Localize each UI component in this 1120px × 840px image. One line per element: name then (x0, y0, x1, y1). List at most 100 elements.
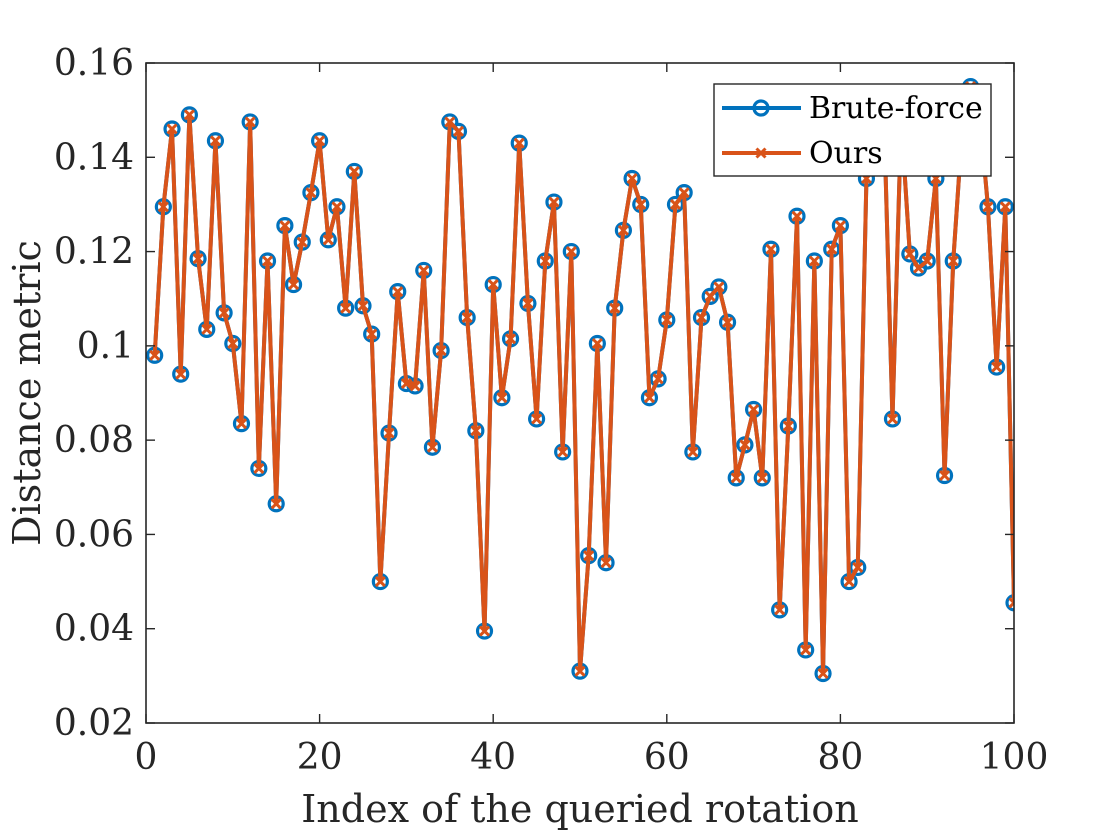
data-point (808, 255, 820, 267)
data-point (279, 220, 291, 232)
data-point (991, 361, 1003, 373)
data-point (513, 137, 525, 149)
data-point (782, 420, 794, 432)
data-point (548, 196, 560, 208)
data-point (626, 172, 638, 185)
data-point (166, 123, 178, 135)
data-point (287, 279, 300, 291)
data-point (817, 667, 829, 680)
data-point (487, 279, 499, 291)
data-point (938, 469, 951, 482)
x-axis-label: Index of the queried rotation (301, 787, 858, 831)
data-point (444, 116, 456, 128)
data-point (1005, 594, 1014, 612)
data-point (921, 255, 933, 267)
data-point (574, 665, 586, 677)
x-tick-label: 100 (980, 737, 1049, 778)
data-point (600, 557, 612, 569)
x-tick-label: 60 (644, 737, 690, 778)
data-point (244, 116, 256, 128)
y-tick-label: 0.1 (77, 326, 134, 367)
data-point (999, 201, 1011, 213)
data-point (539, 255, 551, 267)
x-tick-label: 20 (297, 737, 343, 778)
data-point (756, 472, 768, 484)
plot-area-frame (145, 62, 1015, 724)
data-point (348, 165, 360, 177)
y-tick-label: 0.12 (54, 232, 134, 273)
data-point (652, 373, 664, 385)
data-point (504, 333, 517, 345)
y-tick-label: 0.16 (54, 43, 134, 84)
data-point (209, 135, 222, 147)
data-point (912, 262, 925, 274)
data-point (400, 378, 412, 390)
data-point (947, 255, 959, 267)
data-point (713, 281, 725, 293)
data-point (843, 576, 855, 588)
data-point (695, 312, 708, 324)
data-point (583, 550, 595, 562)
data-point (253, 462, 265, 474)
data-point (470, 425, 482, 437)
y-axis-label: Distance metric (5, 240, 49, 546)
series-layer (146, 77, 1014, 683)
data-point (461, 312, 473, 324)
y-tick-label: 0.04 (54, 609, 134, 650)
x-tick-label: 0 (135, 737, 158, 778)
data-point (270, 498, 282, 510)
data-point (409, 380, 421, 392)
data-point (669, 198, 682, 210)
data-point (687, 446, 699, 458)
legend-label: Brute-force (809, 91, 983, 126)
data-point (826, 243, 838, 255)
x-tick-label: 80 (817, 737, 863, 778)
data-point (478, 625, 491, 637)
data-point (852, 561, 864, 573)
data-point (565, 246, 577, 258)
data-point (305, 187, 317, 199)
data-point (261, 255, 274, 267)
y-tick-label: 0.14 (54, 137, 134, 178)
data-point (635, 198, 647, 210)
data-point (340, 302, 352, 314)
data-point (704, 290, 716, 302)
data-point (496, 392, 508, 404)
data-point (183, 109, 195, 121)
data-point (774, 604, 786, 616)
data-point (227, 337, 239, 350)
data-point (886, 413, 899, 425)
ticks-layer: 0 20 40 60 80 100 0.02 0.04 0.06 0.08 0.1 0.12 0.14 0… (54, 43, 1049, 778)
data-point (149, 349, 161, 361)
data-point (314, 135, 326, 147)
data-point (730, 472, 742, 484)
legend-box (713, 83, 992, 177)
data-point (452, 125, 465, 137)
data-point (765, 243, 777, 255)
data-point (374, 576, 386, 588)
data-point (791, 210, 803, 222)
data-point (392, 286, 404, 298)
data-point (531, 413, 543, 425)
data-point (331, 201, 343, 213)
data-point (904, 248, 916, 260)
data-point (834, 220, 846, 232)
data-point (296, 236, 308, 248)
y-tick-label: 0.02 (54, 703, 134, 744)
y-tick-label: 0.08 (54, 420, 134, 461)
data-point (557, 446, 569, 458)
data-point (357, 300, 369, 312)
data-point (982, 201, 994, 213)
data-point (201, 323, 213, 335)
data-point (192, 253, 204, 265)
x-tick-label: 40 (470, 737, 516, 778)
data-point (609, 302, 621, 314)
data-point (426, 441, 439, 453)
data-point (748, 403, 760, 416)
data-point (175, 368, 187, 380)
legend-marker (752, 99, 770, 117)
series-ours (149, 81, 1014, 680)
data-point (591, 337, 603, 350)
data-point (678, 187, 690, 199)
